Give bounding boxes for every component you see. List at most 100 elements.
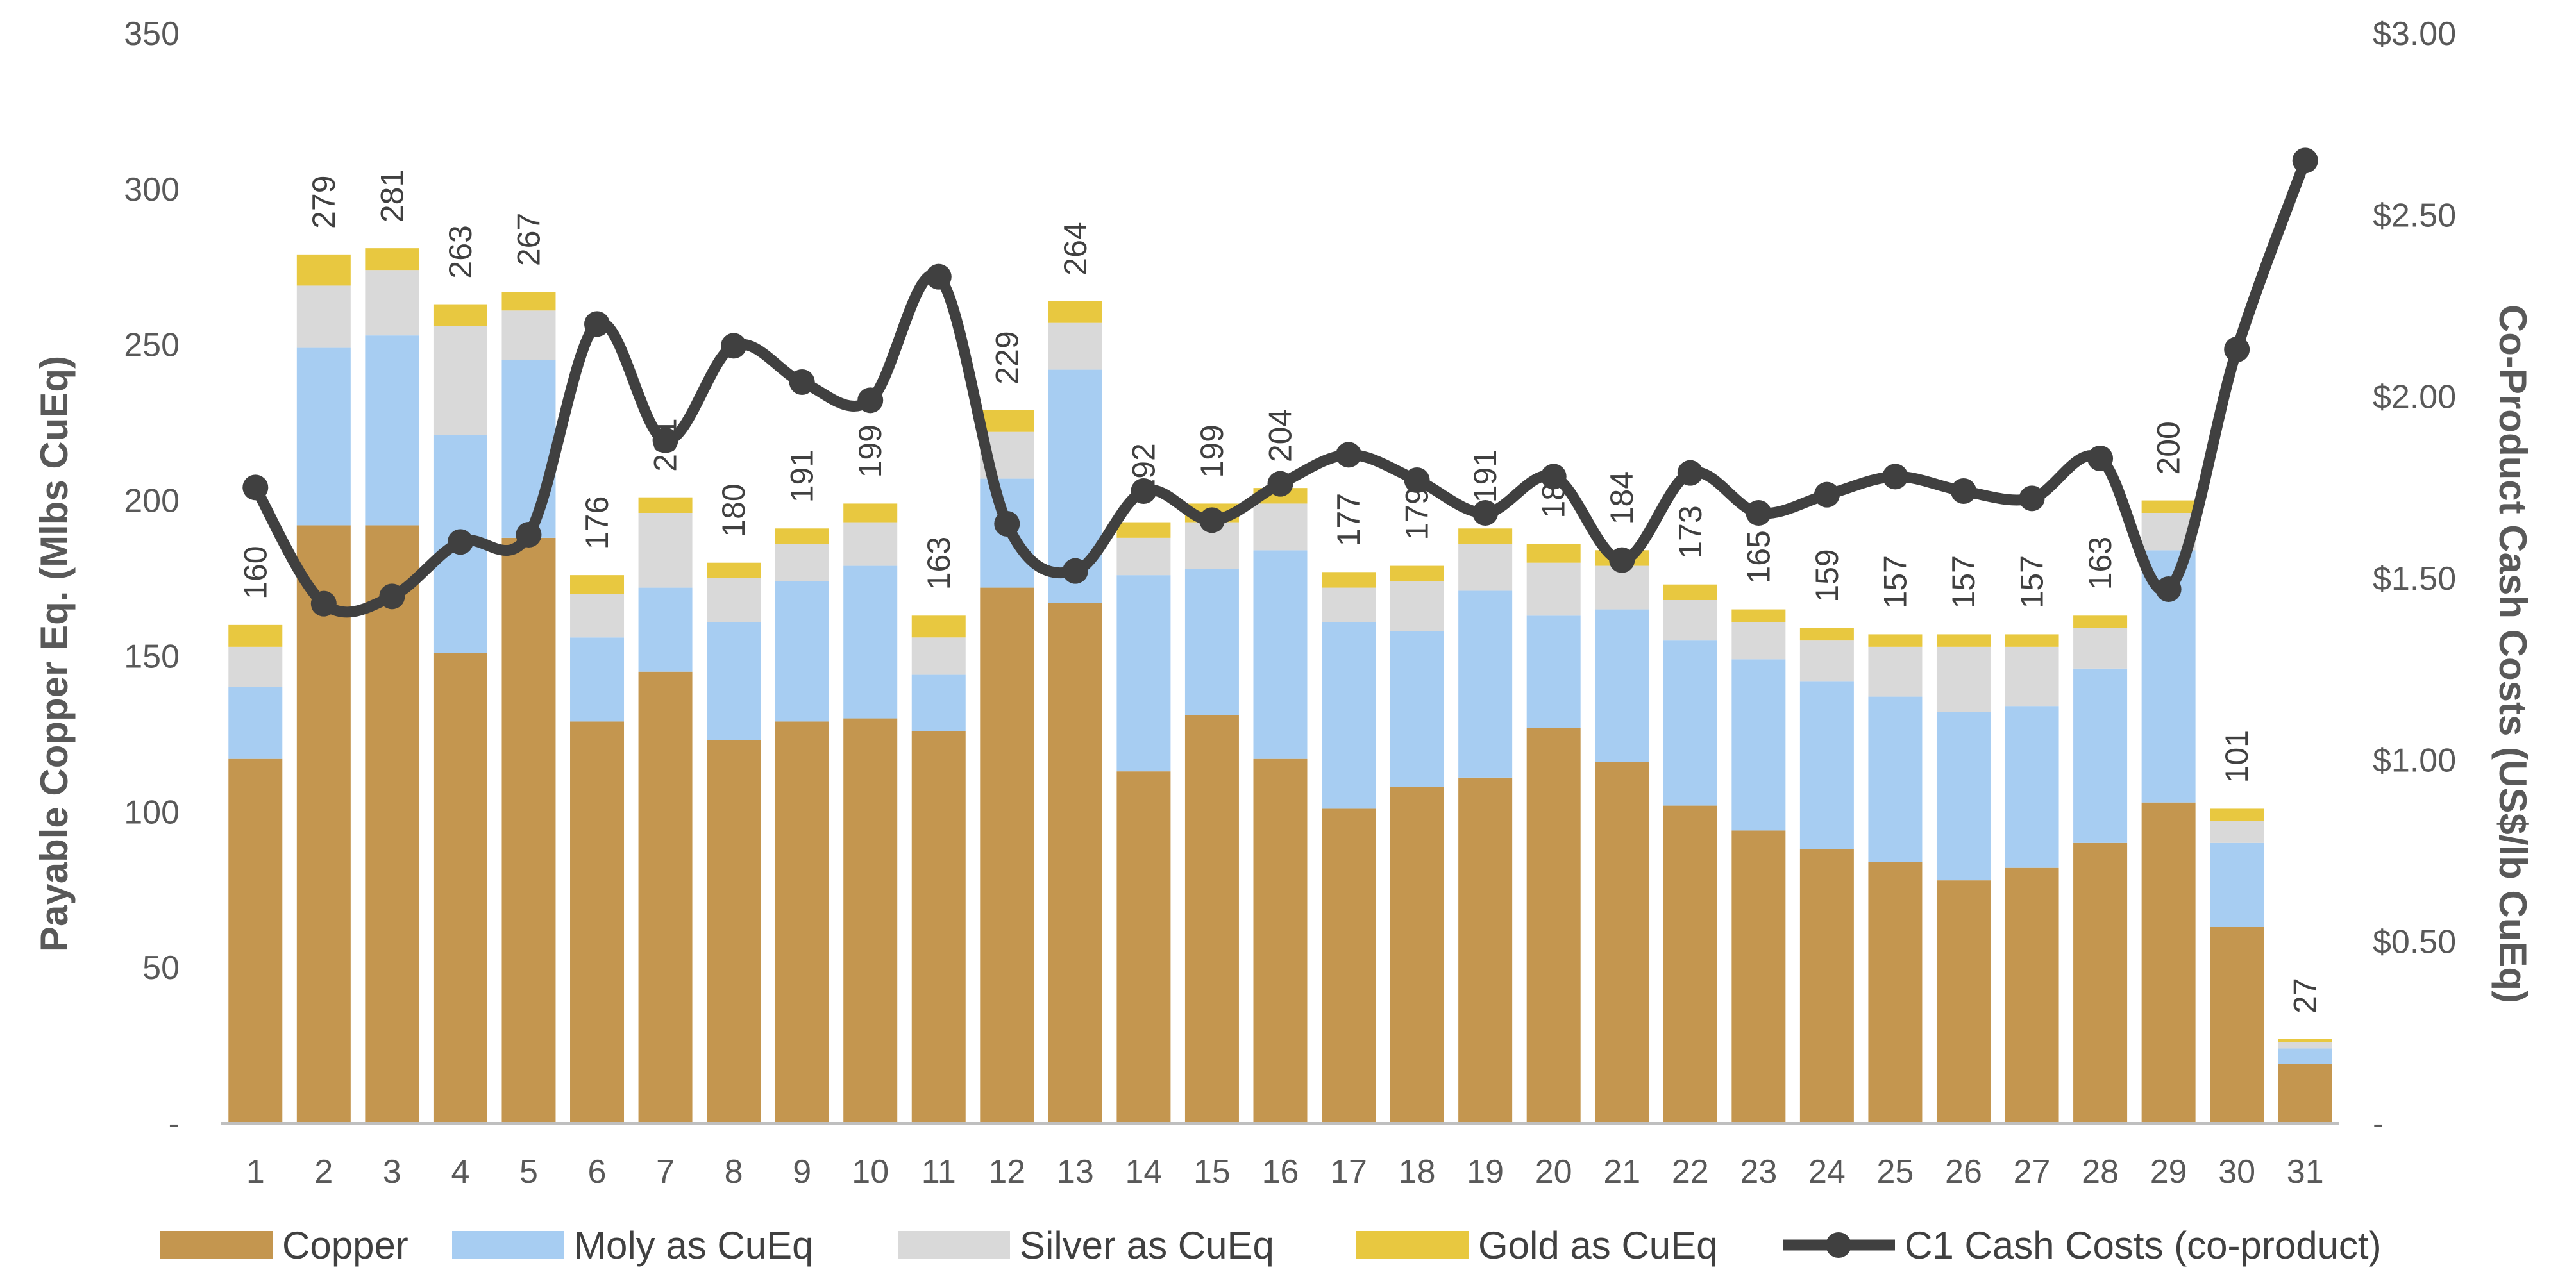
bar-copper-6 <box>570 721 625 1123</box>
bar-moly-as-cueq-6 <box>570 637 625 722</box>
left-y-tick: - <box>169 1105 180 1142</box>
bar-moly-as-cueq-5 <box>501 360 556 538</box>
cash-cost-point-18 <box>1404 467 1430 493</box>
bar-copper-27 <box>2005 867 2059 1123</box>
bar-copper-19 <box>1458 777 1513 1123</box>
bar-moly-as-cueq-26 <box>1936 712 1991 881</box>
bar-gold-as-cueq-23 <box>1731 609 1786 622</box>
bar-copper-5 <box>501 537 556 1123</box>
total-label-12: 229 <box>989 331 1025 384</box>
x-tick-20: 20 <box>1535 1153 1572 1191</box>
bars-layer <box>228 248 2332 1123</box>
total-labels-layer: 160 279 281 263 267 176 201 180 191 199 163 229 264 1… <box>237 169 2323 1014</box>
bar-silver-as-cueq-1 <box>228 646 283 687</box>
total-label-31: 27 <box>2287 978 2323 1014</box>
cash-cost-point-7 <box>652 427 678 453</box>
bar-silver-as-cueq-31 <box>2278 1042 2332 1049</box>
total-label-26: 157 <box>1946 555 1982 608</box>
cash-cost-point-6 <box>584 311 610 337</box>
left-y-tick: 100 <box>124 794 180 831</box>
cash-cost-point-4 <box>447 529 473 555</box>
bar-copper-20 <box>1526 728 1581 1123</box>
cash-cost-point-31 <box>2292 147 2318 174</box>
bar-moly-as-cueq-20 <box>1526 615 1581 728</box>
x-tick-11: 11 <box>922 1153 956 1191</box>
total-label-19: 191 <box>1467 449 1503 503</box>
bar-gold-as-cueq-10 <box>843 503 898 523</box>
cash-cost-point-16 <box>1267 471 1293 497</box>
bar-silver-as-cueq-23 <box>1731 622 1786 660</box>
legend-label: Silver as CuEq <box>1020 1224 1274 1267</box>
cash-cost-point-30 <box>2224 337 2250 362</box>
bar-gold-as-cueq-19 <box>1458 528 1513 544</box>
legend: Copper Moly as CuEq Silver as CuEq Gold as … <box>160 1224 2382 1267</box>
bar-copper-16 <box>1253 758 1308 1123</box>
total-label-13: 264 <box>1057 222 1093 275</box>
bar-moly-as-cueq-18 <box>1390 631 1444 787</box>
bar-moly-as-cueq-19 <box>1458 590 1513 778</box>
bar-copper-7 <box>638 671 693 1123</box>
cash-cost-point-22 <box>1677 460 1703 486</box>
bar-copper-14 <box>1116 771 1171 1123</box>
left-y-tick: 200 <box>124 483 180 520</box>
bar-copper-1 <box>228 758 283 1123</box>
legend-swatch-cash-cost-marker <box>1826 1232 1851 1258</box>
left-y-tick: 300 <box>124 171 180 208</box>
bar-gold-as-cueq-3 <box>365 248 419 271</box>
bar-silver-as-cueq-13 <box>1048 322 1102 370</box>
bar-gold-as-cueq-17 <box>1322 572 1376 588</box>
x-tick-25: 25 <box>1877 1153 1914 1191</box>
bar-copper-25 <box>1868 862 1923 1123</box>
total-label-16: 204 <box>1263 409 1299 462</box>
bar-gold-as-cueq-24 <box>1799 628 1854 641</box>
x-tick-13: 13 <box>1057 1153 1094 1191</box>
x-tick-3: 3 <box>383 1153 401 1191</box>
bar-moly-as-cueq-28 <box>2073 668 2128 843</box>
bar-gold-as-cueq-31 <box>2278 1039 2332 1042</box>
bar-moly-as-cueq-9 <box>775 581 829 722</box>
right-y-axis-ticks: - $0.50 $1.00 $1.50 $2.00 $2.50 $3.00 <box>2373 15 2456 1142</box>
bar-gold-as-cueq-4 <box>433 304 487 326</box>
bar-silver-as-cueq-18 <box>1390 581 1444 631</box>
bar-gold-as-cueq-14 <box>1116 522 1171 538</box>
cash-cost-point-9 <box>789 369 815 395</box>
cash-cost-point-27 <box>2019 485 2045 512</box>
x-tick-7: 7 <box>656 1153 675 1191</box>
cash-cost-line-layer <box>242 147 2318 618</box>
bar-moly-as-cueq-2 <box>296 347 351 526</box>
right-y-tick: $1.00 <box>2373 742 2456 779</box>
x-tick-14: 14 <box>1125 1153 1162 1191</box>
bar-copper-2 <box>296 525 351 1123</box>
cash-cost-point-1 <box>242 474 269 501</box>
total-label-28: 163 <box>2082 537 2118 590</box>
total-label-17: 177 <box>1331 493 1367 546</box>
total-label-2: 279 <box>306 175 342 228</box>
x-tick-21: 21 <box>1603 1153 1640 1191</box>
x-tick-18: 18 <box>1399 1153 1436 1191</box>
bar-gold-as-cueq-26 <box>1936 634 1991 647</box>
right-y-tick: $0.50 <box>2373 924 2456 961</box>
cash-cost-point-21 <box>1609 547 1635 573</box>
legend-label: Gold as CuEq <box>1478 1224 1718 1267</box>
bar-silver-as-cueq-10 <box>843 522 898 566</box>
bar-silver-as-cueq-22 <box>1663 600 1717 641</box>
x-tick-2: 2 <box>314 1153 333 1191</box>
total-label-3: 281 <box>374 169 410 222</box>
bar-copper-26 <box>1936 880 1991 1123</box>
bar-moly-as-cueq-3 <box>365 335 419 526</box>
cash-cost-point-23 <box>1746 500 1772 526</box>
bar-moly-as-cueq-27 <box>2005 706 2059 868</box>
bar-moly-as-cueq-25 <box>1868 696 1923 862</box>
total-label-10: 199 <box>852 424 888 478</box>
x-tick-17: 17 <box>1330 1153 1367 1191</box>
bar-moly-as-cueq-31 <box>2278 1048 2332 1064</box>
cash-cost-point-8 <box>721 333 747 359</box>
bar-gold-as-cueq-2 <box>296 254 351 286</box>
bar-gold-as-cueq-20 <box>1526 544 1581 563</box>
total-label-22: 173 <box>1672 505 1708 558</box>
x-tick-24: 24 <box>1808 1153 1846 1191</box>
cash-cost-point-24 <box>1814 481 1840 508</box>
right-y-tick: $1.50 <box>2373 560 2456 598</box>
cash-cost-point-15 <box>1199 507 1225 533</box>
